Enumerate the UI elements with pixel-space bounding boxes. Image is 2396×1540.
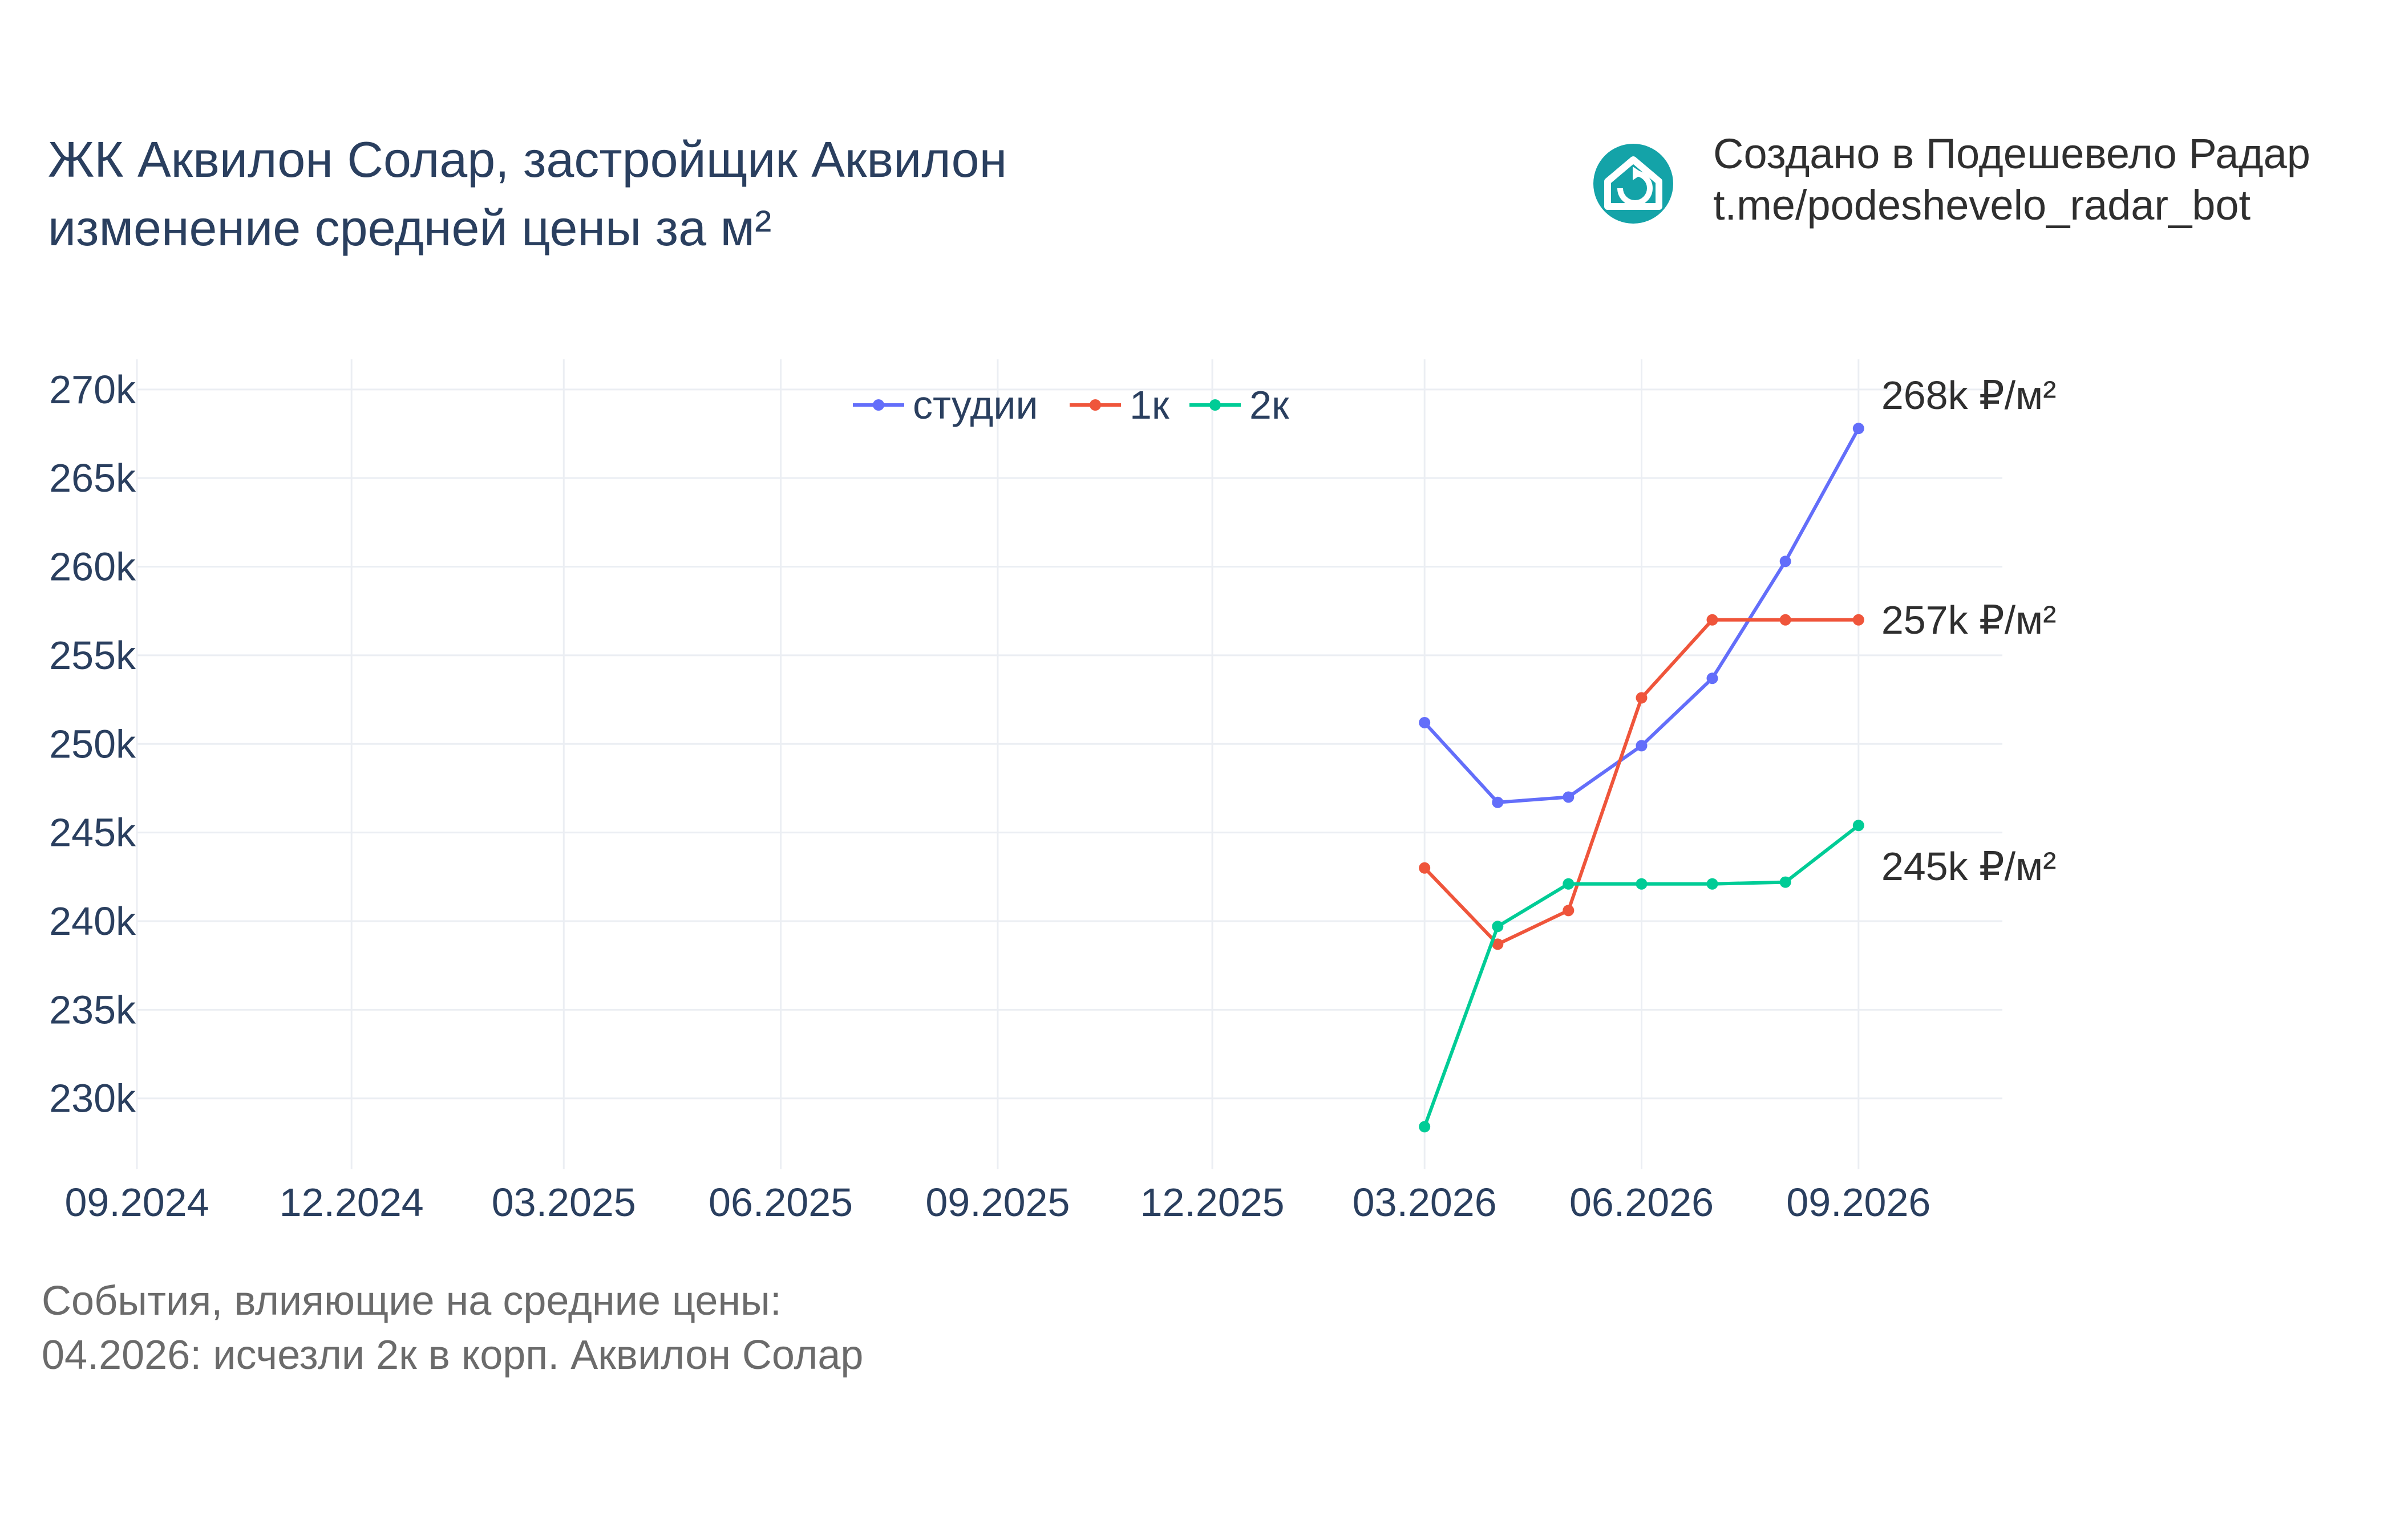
end-value-label: 268k ₽/м² <box>1881 373 2057 418</box>
data-point <box>1852 614 1864 626</box>
data-point <box>1636 692 1648 704</box>
data-point <box>1563 878 1575 890</box>
data-point <box>1852 423 1864 435</box>
x-tick-label: 03.2025 <box>492 1180 636 1225</box>
y-tick-label: 240k <box>49 899 136 943</box>
data-point <box>1779 614 1791 626</box>
end-value-label: 257k ₽/м² <box>1881 598 2057 642</box>
event-item: 04.2026: исчезли 2к в корп. Аквилон Сола… <box>42 1332 863 1378</box>
legend-label: студии <box>913 383 1038 427</box>
x-tick-label: 03.2026 <box>1353 1180 1497 1225</box>
data-point <box>1706 672 1718 684</box>
data-point <box>1492 938 1504 950</box>
data-point <box>1636 740 1648 752</box>
brand-logo <box>1593 144 1673 224</box>
brand-line-2: t.me/podeshevelo_radar_bot <box>1713 181 2251 229</box>
x-tick-label: 12.2024 <box>280 1180 424 1225</box>
y-tick-label: 250k <box>49 722 136 766</box>
y-tick-label: 255k <box>49 633 136 678</box>
data-point <box>1779 556 1791 568</box>
brand-line-1: Создано в Подешевело Радар <box>1713 130 2310 177</box>
data-point <box>1563 791 1575 803</box>
grid-lines <box>136 359 2002 1169</box>
x-tick-label: 09.2026 <box>1786 1180 1930 1225</box>
data-point <box>1706 878 1718 890</box>
x-axis-ticks: 09.2024 12.2024 03.2025 06.2025 09.2025 12.20… <box>64 1180 1930 1225</box>
events-heading: События, влияющие на средние цены: <box>42 1278 782 1324</box>
y-tick-label: 245k <box>49 810 136 855</box>
x-tick-label: 06.2026 <box>1569 1180 1714 1225</box>
y-tick-label: 260k <box>49 545 136 589</box>
y-tick-label: 230k <box>49 1076 136 1121</box>
data-point <box>1419 1121 1431 1133</box>
legend-swatch-marker <box>1090 399 1101 411</box>
data-point <box>1779 876 1791 888</box>
data-point <box>1563 905 1575 917</box>
data-point <box>1419 716 1431 728</box>
legend-swatch-marker <box>1209 399 1221 411</box>
legend-swatch-marker <box>873 399 884 411</box>
x-tick-label: 09.2025 <box>925 1180 1070 1225</box>
data-point <box>1492 796 1504 808</box>
y-tick-label: 235k <box>49 987 136 1032</box>
legend-label: 1к <box>1130 383 1169 427</box>
data-point <box>1706 614 1718 626</box>
end-labels: 268k ₽/м² 257k ₽/м² 245k ₽/м² <box>1881 373 2057 889</box>
end-value-label: 245k ₽/м² <box>1881 844 2057 889</box>
data-point <box>1492 921 1504 933</box>
legend: студии 1к 2к <box>853 383 1289 427</box>
x-tick-label: 09.2024 <box>64 1180 209 1225</box>
data-point <box>1852 820 1864 832</box>
x-tick-label: 06.2025 <box>709 1180 853 1225</box>
data-point <box>1419 862 1431 874</box>
chart-title-line-1: ЖК Аквилон Солар, застройщик Аквилон <box>48 131 1007 188</box>
chart-title-line-2: изменение средней цены за м² <box>48 200 771 256</box>
legend-label: 2к <box>1249 383 1289 427</box>
y-axis-ticks: 230k 235k 240k 245k 250k 255k 260k 265k 270k <box>49 367 136 1121</box>
y-tick-label: 265k <box>49 456 136 500</box>
data-point <box>1636 878 1648 890</box>
series-lines <box>1419 423 1864 1133</box>
x-tick-label: 12.2025 <box>1140 1180 1285 1225</box>
y-tick-label: 270k <box>49 367 136 412</box>
